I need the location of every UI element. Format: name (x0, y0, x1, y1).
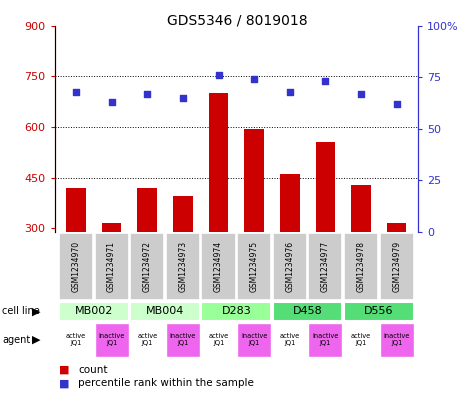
Bar (130, 323, 164, 356)
Bar (273, 323, 307, 356)
Text: active
JQ1: active JQ1 (351, 333, 371, 347)
Point (215, 72, 222, 78)
Point (143, 90, 151, 97)
Bar (273, 233, 307, 300)
Point (250, 76, 258, 82)
Text: active
JQ1: active JQ1 (66, 333, 86, 347)
Point (286, 88, 294, 95)
Bar (380, 233, 414, 300)
Point (72, 88, 80, 95)
Bar (66, 188, 86, 232)
Text: count: count (78, 365, 108, 375)
Text: inactive
JQ1: inactive JQ1 (241, 333, 267, 347)
Text: GSM1234974: GSM1234974 (214, 241, 223, 292)
Bar (130, 301, 200, 321)
Bar (173, 196, 193, 232)
Bar (59, 323, 93, 356)
Text: ■: ■ (59, 365, 70, 375)
Text: D458: D458 (293, 307, 323, 316)
Point (357, 90, 365, 97)
Point (322, 78, 329, 84)
Text: percentile rank within the sample: percentile rank within the sample (78, 378, 254, 388)
Bar (344, 323, 378, 356)
Bar (95, 323, 129, 356)
Text: GSM1234979: GSM1234979 (392, 241, 401, 292)
Bar (280, 174, 300, 232)
Bar (315, 142, 335, 232)
Bar (237, 233, 271, 300)
Text: MB002: MB002 (75, 307, 113, 316)
Text: ■: ■ (59, 378, 70, 388)
Text: MB004: MB004 (146, 307, 184, 316)
Text: agent: agent (2, 335, 30, 345)
Text: GSM1234978: GSM1234978 (357, 241, 365, 292)
Text: GDS5346 / 8019018: GDS5346 / 8019018 (167, 14, 308, 28)
Bar (237, 323, 271, 356)
Bar (166, 233, 200, 300)
Text: active
JQ1: active JQ1 (209, 333, 228, 347)
Text: inactive
JQ1: inactive JQ1 (170, 333, 196, 347)
Bar (130, 233, 164, 300)
Bar (201, 301, 271, 321)
Text: GSM1234975: GSM1234975 (250, 241, 258, 292)
Text: D283: D283 (221, 307, 251, 316)
Bar (380, 323, 414, 356)
Bar (387, 223, 407, 232)
Text: ▶: ▶ (32, 307, 41, 316)
Text: GSM1234977: GSM1234977 (321, 241, 330, 292)
Text: active
JQ1: active JQ1 (280, 333, 300, 347)
Text: GSM1234971: GSM1234971 (107, 241, 116, 292)
Point (393, 101, 400, 107)
Bar (102, 223, 122, 232)
Point (108, 99, 115, 105)
Bar (201, 233, 236, 300)
Text: D556: D556 (364, 307, 394, 316)
Text: inactive
JQ1: inactive JQ1 (98, 333, 125, 347)
Bar (59, 301, 129, 321)
Bar (166, 323, 200, 356)
Bar (344, 233, 378, 300)
Text: inactive
JQ1: inactive JQ1 (312, 333, 339, 347)
Text: active
JQ1: active JQ1 (137, 333, 157, 347)
Bar (59, 233, 93, 300)
Bar (95, 233, 129, 300)
Bar (137, 188, 157, 232)
Bar (351, 185, 371, 232)
Text: ▶: ▶ (32, 335, 41, 345)
Bar (273, 301, 342, 321)
Text: cell line: cell line (2, 307, 40, 316)
Text: GSM1234970: GSM1234970 (72, 241, 80, 292)
Point (179, 95, 187, 101)
Bar (244, 129, 264, 232)
Bar (209, 93, 228, 232)
Text: GSM1234972: GSM1234972 (143, 241, 152, 292)
Bar (308, 233, 342, 300)
Bar (308, 323, 342, 356)
Text: inactive
JQ1: inactive JQ1 (383, 333, 410, 347)
Bar (201, 323, 236, 356)
Bar (344, 301, 414, 321)
Text: GSM1234976: GSM1234976 (285, 241, 294, 292)
Text: GSM1234973: GSM1234973 (179, 241, 187, 292)
